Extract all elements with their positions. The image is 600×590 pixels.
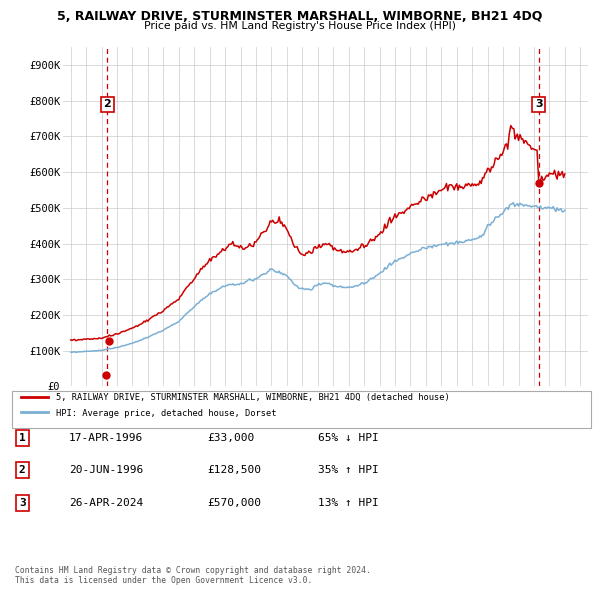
Text: 2: 2 — [104, 99, 112, 109]
Text: £570,000: £570,000 — [207, 498, 261, 507]
Text: HPI: Average price, detached house, Dorset: HPI: Average price, detached house, Dors… — [56, 408, 277, 418]
Text: £128,500: £128,500 — [207, 466, 261, 475]
Text: £33,000: £33,000 — [207, 433, 254, 442]
Text: 1: 1 — [19, 433, 26, 442]
Text: 65% ↓ HPI: 65% ↓ HPI — [318, 433, 379, 442]
Text: 3: 3 — [535, 99, 543, 109]
Text: 26-APR-2024: 26-APR-2024 — [69, 498, 143, 507]
Text: 35% ↑ HPI: 35% ↑ HPI — [318, 466, 379, 475]
Text: Contains HM Land Registry data © Crown copyright and database right 2024.
This d: Contains HM Land Registry data © Crown c… — [15, 566, 371, 585]
Text: Price paid vs. HM Land Registry's House Price Index (HPI): Price paid vs. HM Land Registry's House … — [144, 21, 456, 31]
Text: 13% ↑ HPI: 13% ↑ HPI — [318, 498, 379, 507]
Text: 17-APR-1996: 17-APR-1996 — [69, 433, 143, 442]
Text: 20-JUN-1996: 20-JUN-1996 — [69, 466, 143, 475]
Text: 2: 2 — [19, 466, 26, 475]
Text: 5, RAILWAY DRIVE, STURMINSTER MARSHALL, WIMBORNE, BH21 4DQ (detached house): 5, RAILWAY DRIVE, STURMINSTER MARSHALL, … — [56, 393, 449, 402]
Text: 5, RAILWAY DRIVE, STURMINSTER MARSHALL, WIMBORNE, BH21 4DQ: 5, RAILWAY DRIVE, STURMINSTER MARSHALL, … — [58, 10, 542, 23]
Text: 3: 3 — [19, 498, 26, 507]
